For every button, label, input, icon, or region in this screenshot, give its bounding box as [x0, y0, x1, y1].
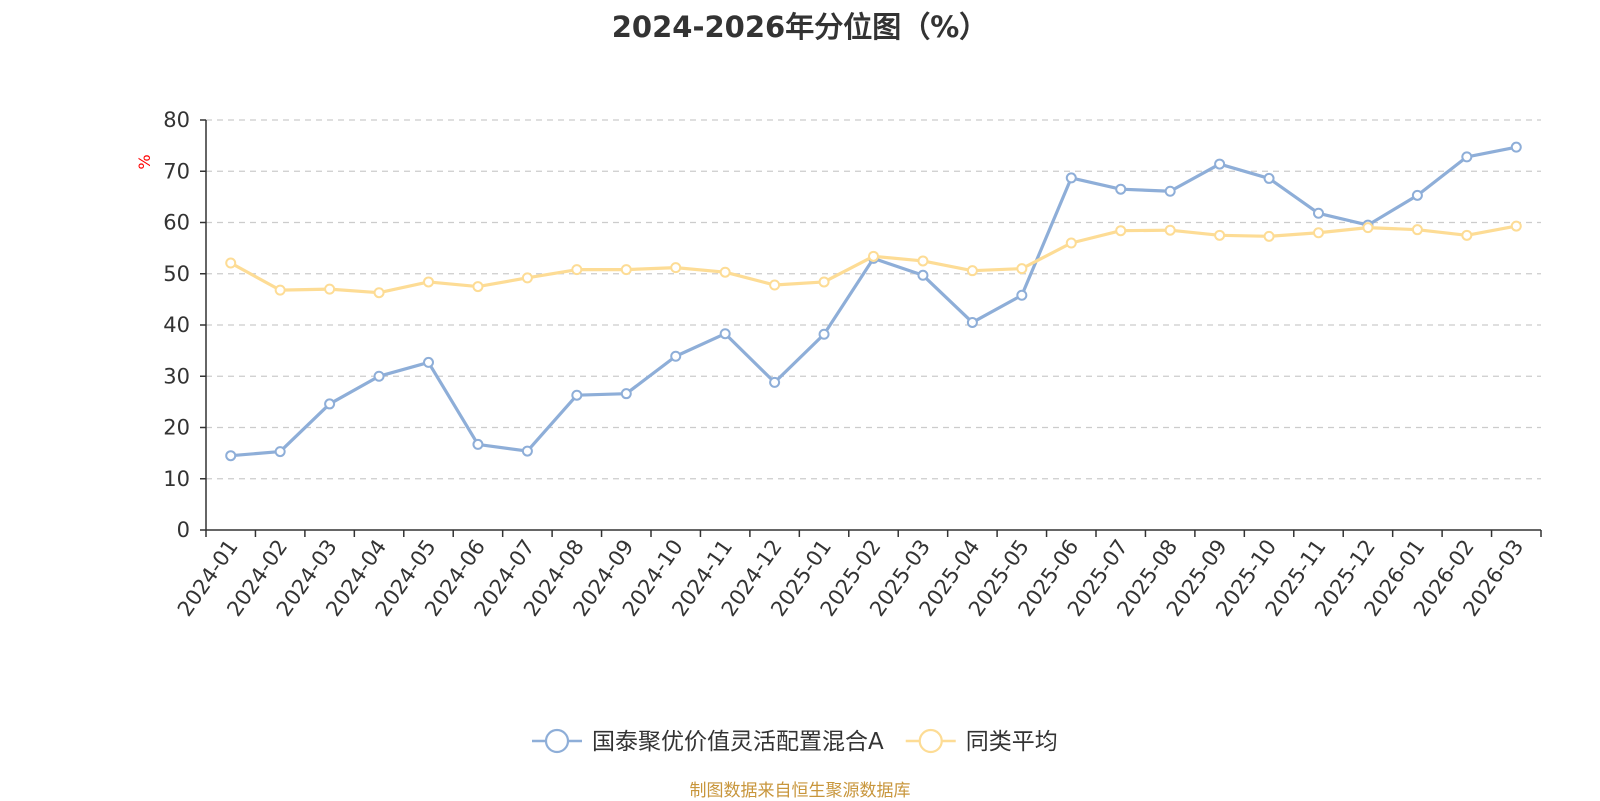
legend-item-2[interactable]: 同类平均 — [905, 728, 1058, 755]
legend-marker-icon — [544, 728, 570, 754]
data-point[interactable] — [1065, 172, 1077, 184]
y-tick-label: 80 — [163, 108, 190, 132]
data-point[interactable] — [1510, 220, 1522, 232]
data-point[interactable] — [670, 350, 682, 362]
data-point[interactable] — [1313, 227, 1324, 239]
data-point[interactable] — [769, 376, 781, 388]
data-point[interactable] — [1164, 224, 1176, 236]
data-point[interactable] — [1115, 225, 1127, 237]
data-point[interactable] — [423, 356, 434, 368]
series — [225, 141, 1522, 462]
data-point[interactable] — [472, 438, 484, 450]
data-point[interactable] — [1263, 172, 1275, 184]
y-tick-label: 0 — [177, 518, 190, 542]
y-tick-label: 50 — [163, 262, 190, 286]
series-1 — [225, 141, 1522, 462]
legend[interactable]: 国泰聚优价值灵活配置混合A 同类平均 — [532, 728, 1058, 755]
data-point[interactable] — [1313, 207, 1324, 219]
legend-label: 国泰聚优价值灵活配置混合A — [592, 729, 884, 755]
data-point[interactable] — [818, 328, 830, 340]
data-point[interactable] — [373, 287, 385, 299]
data-point[interactable] — [1214, 158, 1226, 170]
data-point[interactable] — [670, 262, 682, 274]
data-point[interactable] — [1362, 222, 1374, 234]
data-point[interactable] — [917, 269, 929, 281]
data-point[interactable] — [571, 389, 583, 401]
data-point[interactable] — [1214, 229, 1226, 241]
data-point[interactable] — [868, 250, 879, 262]
data-point[interactable] — [1263, 230, 1275, 242]
data-point[interactable] — [521, 272, 533, 284]
data-point[interactable] — [719, 266, 731, 278]
data-point[interactable] — [1016, 289, 1028, 301]
data-point[interactable] — [324, 398, 336, 410]
data-point[interactable] — [1115, 183, 1127, 195]
data-point[interactable] — [274, 284, 286, 296]
data-point[interactable] — [620, 264, 632, 276]
y-axis-label: % — [135, 154, 154, 169]
data-point[interactable] — [917, 255, 929, 267]
data-point[interactable] — [225, 450, 237, 462]
data-point[interactable] — [620, 388, 632, 400]
data-point[interactable] — [1461, 151, 1473, 163]
data-point[interactable] — [1164, 185, 1176, 197]
y-tick-label: 20 — [163, 416, 190, 440]
y-tick-label: 60 — [163, 211, 190, 235]
data-point[interactable] — [521, 445, 533, 457]
data-point[interactable] — [769, 279, 781, 291]
data-point[interactable] — [1016, 263, 1028, 275]
data-point[interactable] — [719, 328, 731, 340]
data-point[interactable] — [225, 257, 237, 269]
data-point[interactable] — [818, 276, 830, 288]
chart-title: 2024-2026年分位图（%） — [611, 10, 989, 44]
y-tick-label: 10 — [163, 467, 190, 491]
data-point[interactable] — [373, 370, 385, 382]
data-point[interactable] — [1065, 237, 1077, 249]
legend-label: 同类平均 — [966, 729, 1058, 755]
data-point[interactable] — [324, 283, 336, 295]
source-note: 制图数据来自恒生聚源数据库 — [689, 781, 911, 801]
legend-marker-icon — [918, 728, 943, 754]
data-point[interactable] — [1411, 224, 1423, 236]
series-line — [230, 145, 1517, 458]
data-point[interactable] — [274, 446, 286, 458]
data-point[interactable] — [472, 281, 484, 293]
y-tick-label: 30 — [163, 364, 190, 388]
data-point[interactable] — [966, 316, 978, 328]
data-point[interactable] — [966, 265, 978, 277]
series-2 — [225, 220, 1522, 299]
data-point[interactable] — [1461, 229, 1473, 241]
y-tick-label: 70 — [163, 159, 190, 183]
axes: 010203040506070802024-012024-022024-0320… — [163, 108, 1542, 621]
legend-item-1[interactable]: 国泰聚优价值灵活配置混合A — [532, 728, 884, 755]
y-tick-label: 40 — [163, 313, 190, 337]
data-point[interactable] — [423, 276, 434, 288]
data-point[interactable] — [571, 264, 583, 276]
grid-lines — [206, 119, 1541, 480]
data-point[interactable] — [1411, 189, 1423, 201]
data-point[interactable] — [1510, 141, 1522, 153]
